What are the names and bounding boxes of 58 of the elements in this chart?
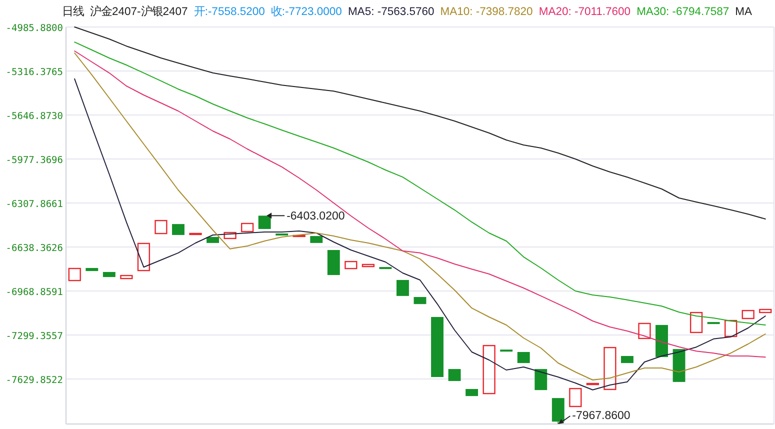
- candlestick: [656, 324, 668, 358]
- candlestick: [414, 297, 426, 304]
- y-tick-label: -6307.8661: [6, 199, 64, 210]
- chart-title: 日线: [62, 5, 84, 18]
- y-tick-label: -7629.8522: [6, 375, 63, 386]
- candlestick: [362, 264, 375, 268]
- candlestick: [241, 222, 254, 232]
- y-tick-label: -5316.3765: [6, 67, 63, 78]
- text: MA10: -7398.7820: [440, 6, 533, 18]
- annotation: -6403.0200: [286, 210, 345, 223]
- candlestick: [258, 216, 271, 229]
- candlestick: [724, 320, 738, 338]
- candlestick: [224, 232, 236, 240]
- candlestick: [759, 308, 772, 314]
- y-tick-label: -6638.3626: [6, 243, 64, 254]
- candlestick: [604, 346, 616, 390]
- y-tick-label: -5977.3696: [6, 155, 64, 166]
- candlestick: [396, 280, 409, 296]
- chart-subtitle: 沪金2407-沪银2407: [90, 5, 188, 18]
- y-tick-label: -7299.3557: [6, 331, 63, 342]
- candlestick: [690, 312, 703, 334]
- candlestick: [742, 310, 754, 320]
- candlestick: [154, 220, 168, 234]
- candlestick: [68, 268, 81, 282]
- candlestick: [552, 398, 564, 424]
- text: MA: [735, 6, 753, 18]
- candlestick: [327, 250, 340, 276]
- candlestick: [86, 268, 98, 272]
- y-tick-label: -6968.8591: [6, 287, 64, 298]
- candlestick: [569, 388, 582, 408]
- text: MA20: -7011.7600: [538, 6, 631, 18]
- candlestick: [638, 322, 651, 340]
- candlestick: [344, 260, 358, 270]
- y-tick-label: -5646.8730: [6, 111, 64, 122]
- candlestick: [482, 344, 496, 394]
- text: 收:-7723.0000: [270, 6, 342, 18]
- candlestick: [448, 369, 461, 382]
- text: 开:-7558.5200: [194, 6, 265, 18]
- text: MA30: -6794.7587: [636, 6, 730, 18]
- candlestick: [517, 352, 530, 364]
- candlestick: [206, 236, 219, 243]
- candlestick: [120, 274, 133, 280]
- candlestick: [672, 349, 686, 382]
- candlestick: [586, 382, 599, 386]
- line-series: [74, 26, 766, 220]
- candlestick: [102, 272, 116, 278]
- candlestick: [621, 356, 634, 364]
- candlestick: [292, 234, 306, 238]
- candlestick: [431, 316, 444, 378]
- candlestick: [534, 369, 548, 390]
- candlestick: [466, 389, 478, 396]
- annotation: -7967.8600: [572, 410, 630, 422]
- candlestick: [189, 232, 202, 236]
- candlestick: [310, 236, 323, 243]
- text: MA5: -7563.5760: [348, 6, 434, 18]
- candlestick: [137, 242, 150, 272]
- candlestick: [172, 224, 184, 235]
- y-tick-label: -4985.8800: [6, 23, 64, 34]
